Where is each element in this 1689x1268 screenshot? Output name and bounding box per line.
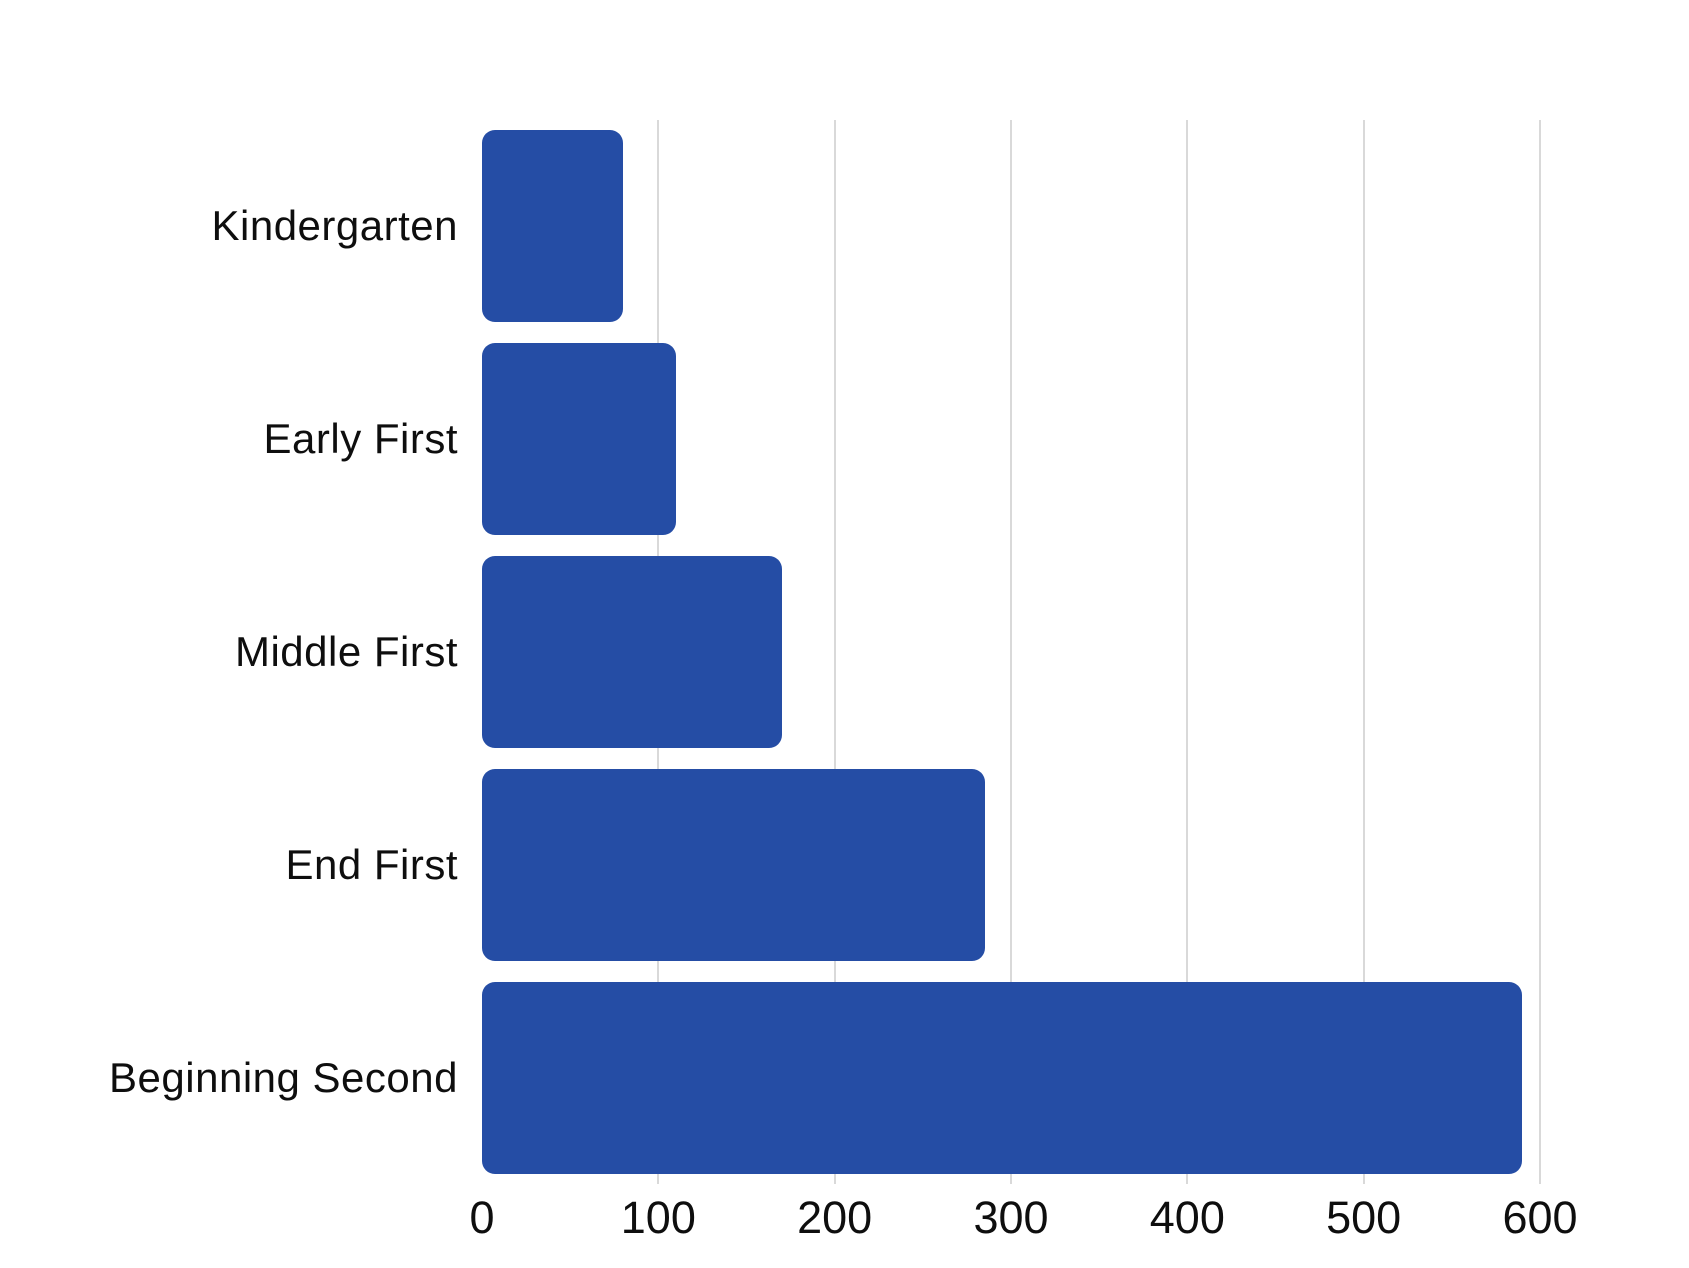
category-label-end-first: End First	[285, 840, 458, 888]
bar-row-middle-first	[482, 546, 1540, 759]
y-axis-category-labels: Kindergarten Early First Middle First En…	[0, 120, 482, 1184]
x-tick-label-600: 600	[1502, 1192, 1578, 1243]
plot-area	[482, 120, 1541, 1184]
bar-row-end-first	[482, 758, 1540, 971]
category-label-early-first: Early First	[263, 415, 458, 463]
bar-beginning-second	[482, 981, 1523, 1174]
category-label-beginning-second: Beginning Second	[109, 1053, 458, 1101]
bar-end-first	[482, 768, 985, 961]
x-tick-label-400: 400	[1149, 1192, 1225, 1243]
x-tick-label-200: 200	[797, 1192, 873, 1243]
bar-middle-first	[482, 555, 782, 748]
x-axis: 0 100 200 300 400 500 600	[469, 1192, 1577, 1252]
x-tick-label-500: 500	[1326, 1192, 1402, 1243]
x-tick-label-100: 100	[620, 1192, 696, 1243]
bar-series	[482, 120, 1540, 1184]
label-row: Middle First	[0, 546, 482, 759]
gridline-600	[1539, 120, 1541, 1184]
category-label-kindergarten: Kindergarten	[211, 202, 458, 250]
gridline-500	[1362, 120, 1365, 1184]
bar-early-first	[482, 343, 676, 536]
bar-kindergarten	[482, 130, 624, 323]
x-tick-label-0: 0	[469, 1192, 495, 1243]
gridline-300	[1010, 120, 1012, 1184]
label-row: Early First	[0, 333, 482, 546]
label-row: Kindergarten	[0, 120, 482, 333]
label-row: End First	[0, 758, 482, 971]
x-tick-label-300: 300	[973, 1192, 1049, 1243]
gridline-200	[833, 120, 836, 1184]
bar-row-beginning-second	[482, 971, 1540, 1184]
bar-row-early-first	[482, 333, 1540, 546]
label-row: Beginning Second	[0, 971, 482, 1184]
gridline-400	[1186, 120, 1189, 1184]
bar-row-kindergarten	[482, 120, 1540, 333]
category-label-middle-first: Middle First	[234, 627, 458, 675]
